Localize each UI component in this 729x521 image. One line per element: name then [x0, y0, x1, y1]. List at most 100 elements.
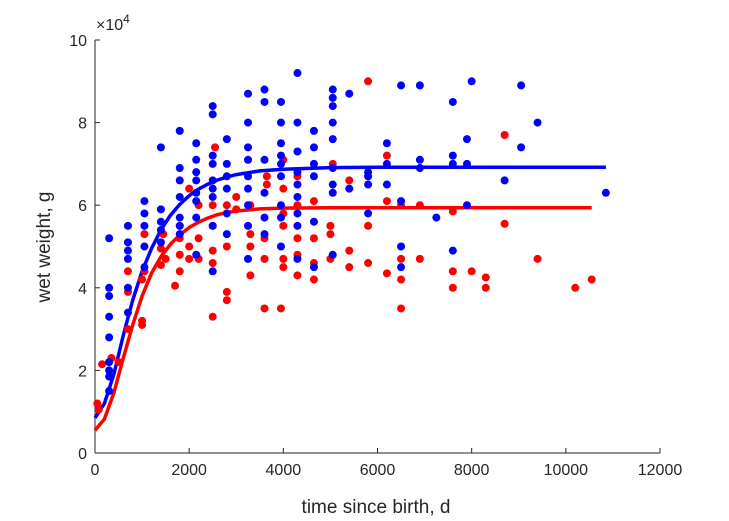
data-point — [260, 254, 269, 263]
data-point — [105, 372, 114, 381]
data-point — [432, 213, 441, 222]
data-point — [481, 283, 490, 292]
data-point — [397, 263, 406, 272]
data-point — [293, 201, 302, 210]
data-point — [279, 221, 288, 230]
data-point — [345, 176, 354, 185]
data-point — [208, 151, 217, 160]
data-point — [326, 221, 335, 230]
data-point — [326, 230, 335, 239]
data-point — [260, 230, 269, 239]
data-point — [415, 254, 424, 263]
data-point — [123, 238, 132, 247]
y-tick-label: 8 — [78, 116, 87, 133]
x-tick-label: 2000 — [171, 462, 207, 479]
data-point — [448, 246, 457, 255]
data-point — [208, 259, 217, 268]
data-point — [244, 184, 253, 193]
data-point — [175, 164, 184, 173]
data-point — [123, 283, 132, 292]
data-point — [185, 242, 194, 251]
data-point — [114, 358, 123, 367]
data-point — [382, 269, 391, 278]
data-point — [571, 283, 580, 292]
data-point — [382, 197, 391, 206]
data-point — [448, 97, 457, 106]
data-point — [105, 283, 114, 292]
data-point — [123, 246, 132, 255]
data-point — [156, 217, 165, 226]
data-point — [222, 242, 231, 251]
data-point — [208, 102, 217, 111]
data-point — [309, 263, 318, 272]
data-point — [364, 180, 373, 189]
data-point — [364, 168, 373, 177]
data-point — [260, 155, 269, 164]
data-point — [397, 254, 406, 263]
data-point — [175, 221, 184, 230]
data-point — [293, 234, 302, 243]
y-tick-label: 2 — [78, 363, 87, 380]
data-point — [533, 118, 542, 127]
data-point — [328, 188, 337, 197]
data-point — [415, 155, 424, 164]
data-point — [345, 263, 354, 272]
data-point — [448, 159, 457, 168]
data-point — [293, 180, 302, 189]
data-point — [397, 275, 406, 284]
data-point — [246, 271, 255, 280]
data-point — [192, 168, 201, 177]
data-point — [222, 230, 231, 239]
data-point — [244, 172, 253, 181]
data-point — [161, 254, 170, 263]
data-point — [276, 97, 285, 106]
data-point — [244, 221, 253, 230]
series-blue — [105, 69, 610, 396]
data-point — [244, 118, 253, 127]
data-point — [309, 159, 318, 168]
data-point — [276, 304, 285, 313]
data-point — [192, 139, 201, 148]
data-point — [208, 159, 217, 168]
data-point — [397, 304, 406, 313]
data-point — [462, 135, 471, 144]
data-point — [345, 89, 354, 98]
data-point — [293, 118, 302, 127]
data-point — [276, 172, 285, 181]
data-point — [156, 244, 165, 253]
data-point — [309, 217, 318, 226]
data-point — [260, 97, 269, 106]
x-tick-label: 4000 — [266, 462, 302, 479]
data-point — [244, 89, 253, 98]
fit-curve-blue — [93, 165, 606, 419]
data-point — [208, 267, 217, 276]
data-point — [185, 184, 194, 193]
data-point — [123, 221, 132, 230]
data-point — [364, 209, 373, 218]
data-point — [140, 221, 149, 230]
data-point — [93, 399, 102, 408]
data-point — [175, 192, 184, 201]
data-point — [293, 168, 302, 177]
data-point — [262, 180, 271, 189]
data-point — [123, 308, 132, 317]
data-point — [192, 155, 201, 164]
data-point — [382, 159, 391, 168]
data-point — [276, 159, 285, 168]
data-point — [138, 275, 147, 284]
data-point — [208, 184, 217, 193]
data-point — [276, 118, 285, 127]
data-point — [140, 197, 149, 206]
data-point — [415, 201, 424, 210]
data-point — [260, 85, 269, 94]
data-point — [293, 221, 302, 230]
data-point — [260, 304, 269, 313]
data-point — [222, 296, 231, 305]
data-point — [309, 275, 318, 284]
data-point — [481, 273, 490, 282]
data-point — [208, 110, 217, 119]
data-point — [232, 205, 241, 214]
y-tick-label: 10 — [69, 33, 87, 50]
data-point — [328, 102, 337, 111]
